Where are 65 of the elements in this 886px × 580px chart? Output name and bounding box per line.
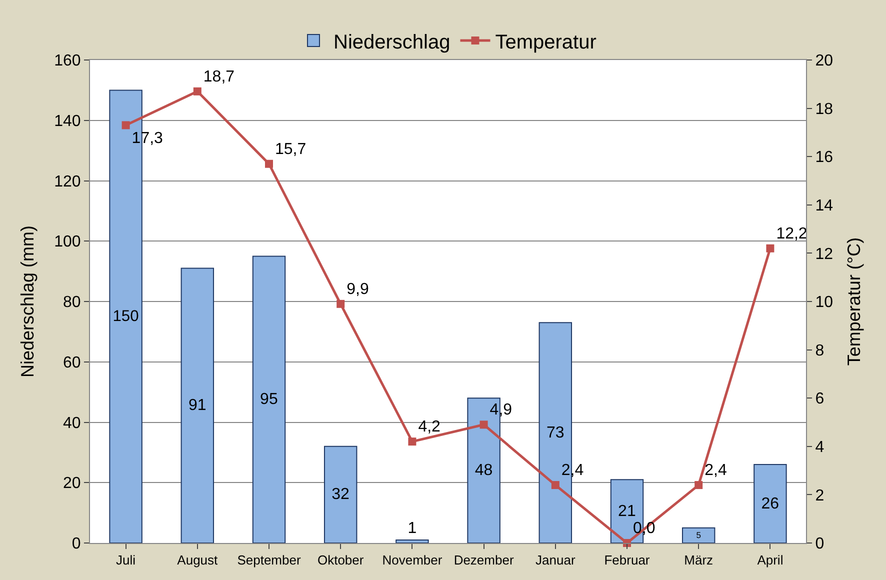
y2-axis-title: Temperatur (°C) (844, 237, 864, 366)
data-label: 95 (260, 391, 278, 408)
point (408, 438, 416, 446)
x-tick-label: April (757, 552, 784, 568)
data-label: 1 (408, 520, 417, 537)
y2-tick-label: 10 (815, 294, 834, 312)
y-tick-label: 80 (63, 294, 81, 312)
y2-tick-label: 6 (815, 390, 824, 408)
data-label: 9,9 (346, 280, 369, 298)
y-tick-label: 60 (63, 354, 81, 372)
y2-tick-label: 16 (815, 149, 834, 166)
x-tick-label: September (237, 552, 302, 568)
bar (754, 464, 787, 543)
y2-tick-label: 18 (815, 100, 834, 118)
point (480, 420, 488, 429)
bar (682, 527, 716, 543)
data-label: 18,7 (203, 68, 235, 86)
y2-tick-label: 2 (815, 487, 824, 504)
x-tick-label: August (177, 552, 218, 568)
data-label: 15,7 (275, 140, 306, 158)
data-label: 2,4 (704, 462, 727, 480)
y-tick-label: 140 (54, 112, 81, 130)
data-label: 26 (761, 495, 780, 512)
data-label: 4,2 (418, 418, 441, 436)
bar (252, 256, 286, 543)
data-label: 48 (474, 462, 493, 480)
bar (324, 446, 358, 543)
data-label: 150 (112, 308, 140, 325)
y-tick-label: 100 (54, 234, 81, 251)
point (122, 121, 130, 130)
point (551, 481, 560, 490)
x-tick-label: Oktober (317, 552, 364, 568)
data-label: 21 (618, 502, 636, 520)
point (265, 160, 273, 168)
data-label: 91 (188, 397, 206, 414)
legend-label: Temperatur (495, 31, 597, 54)
y-axis-title: Niederschlag (mm) (17, 225, 38, 378)
data-label: 12,2 (776, 225, 808, 242)
y-tick-label: 160 (54, 52, 81, 70)
data-label: 32 (332, 486, 350, 504)
point (336, 300, 345, 308)
y-tick-label: 20 (63, 475, 81, 492)
y2-tick-label: 4 (815, 439, 824, 456)
data-label: 5 (696, 530, 702, 540)
y-tick-label: 120 (54, 173, 81, 190)
point (694, 481, 703, 490)
y2-tick-label: 12 (815, 246, 834, 263)
y2-tick-label: 20 (815, 52, 834, 70)
x-tick-label: November (382, 552, 443, 568)
x-tick-label: März (684, 552, 714, 568)
y-tick-label: 40 (63, 414, 81, 432)
data-label: 73 (546, 424, 564, 442)
bar (180, 268, 214, 543)
y2-tick-label: 0 (815, 536, 824, 553)
y-tick-label: 0 (72, 536, 81, 553)
x-tick-label: Januar (536, 552, 576, 568)
bar (396, 539, 429, 543)
point (193, 87, 202, 96)
y2-tick-label: 8 (815, 342, 824, 360)
x-tick-label: Februar (604, 552, 650, 568)
legend-label: Niederschlag (334, 31, 450, 54)
y2-tick-label: 14 (815, 198, 834, 214)
point (766, 244, 774, 252)
x-tick-label: Dezember (454, 552, 514, 568)
x-tick-label: Juli (116, 552, 136, 568)
